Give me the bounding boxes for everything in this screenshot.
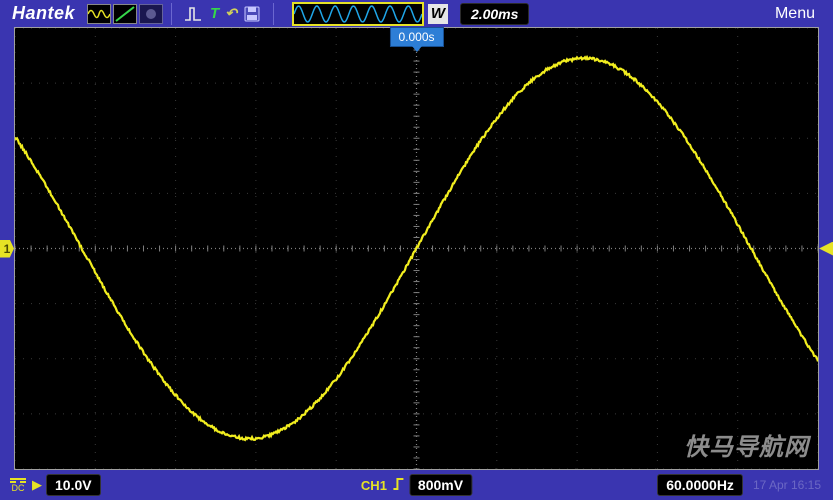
time-per-div[interactable]: 2.00ms <box>460 3 529 25</box>
time-offset-tag: 0.000s <box>389 27 443 47</box>
brand-logo: Hantek <box>12 3 75 24</box>
ch1-ground-marker: 1 <box>0 240 14 258</box>
coupling-label: DC <box>10 483 26 493</box>
watermark-text: 快马导航网 <box>684 427 809 462</box>
run-status: T <box>210 5 219 22</box>
trigger-level-marker <box>819 242 833 256</box>
trigger-edge-icon <box>391 477 405 494</box>
trigger-wave-preview <box>292 2 424 26</box>
ch1-mode-icon <box>87 4 111 24</box>
trigger-source-label: CH1 <box>361 478 387 493</box>
volts-per-div[interactable]: 10.0V <box>46 474 101 496</box>
scope-plot <box>14 27 819 470</box>
ch2-mode-icon <box>113 4 137 24</box>
ch3-mode-icon <box>139 4 163 24</box>
single-pulse-icon <box>183 5 203 23</box>
coupling-icon: DC <box>10 478 26 493</box>
save-icon[interactable] <box>242 5 262 23</box>
top-bar: Hantek T ↶ W 2.00ms Menu <box>0 0 833 27</box>
undo-arrow-icon: ↶ <box>225 5 237 22</box>
trigger-level[interactable]: 800mV <box>409 474 472 496</box>
channel-mode-indicators <box>87 4 163 24</box>
window-mode-indicator: W <box>428 4 448 24</box>
datetime-label: 17 Apr 16:15 <box>753 478 821 492</box>
menu-button[interactable]: Menu <box>775 5 815 23</box>
bottom-bar: DC ▶ 10.0V CH1 800mV 60.0000Hz 17 Apr 16… <box>0 470 833 500</box>
ch-indicator-icon: ▶ <box>32 477 42 493</box>
measured-frequency: 60.0000Hz <box>657 474 743 496</box>
